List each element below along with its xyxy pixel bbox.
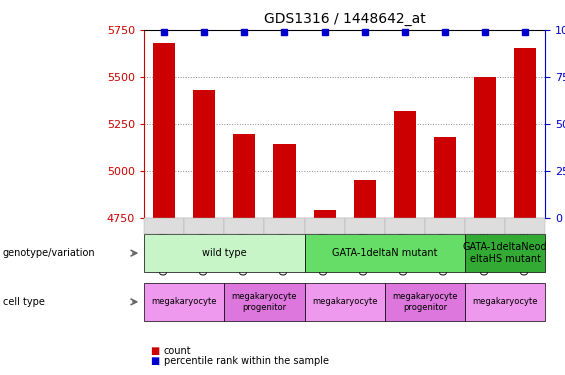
Text: megakaryocyte: megakaryocyte: [312, 297, 377, 306]
Text: ■: ■: [150, 356, 159, 366]
Text: count: count: [164, 346, 192, 355]
Bar: [394, 111, 416, 218]
Text: GATA-1deltaN mutant: GATA-1deltaN mutant: [332, 248, 437, 258]
Bar: [434, 137, 456, 218]
Bar: [153, 43, 175, 218]
Text: megakaryocyte: megakaryocyte: [472, 297, 538, 306]
Bar: [514, 48, 536, 217]
Bar: [474, 77, 496, 218]
Text: percentile rank within the sample: percentile rank within the sample: [164, 356, 329, 366]
Text: megakaryocyte: megakaryocyte: [151, 297, 217, 306]
Bar: [273, 144, 295, 218]
Title: GDS1316 / 1448642_at: GDS1316 / 1448642_at: [264, 12, 425, 26]
Bar: [354, 180, 376, 218]
Text: wild type: wild type: [202, 248, 246, 258]
Text: cell type: cell type: [3, 297, 45, 307]
Text: ■: ■: [150, 346, 159, 355]
Text: GATA-1deltaNeod
eltaHS mutant: GATA-1deltaNeod eltaHS mutant: [463, 242, 547, 264]
Bar: [314, 210, 336, 218]
Bar: [233, 134, 255, 218]
Bar: [193, 90, 215, 218]
Text: megakaryocyte
progenitor: megakaryocyte progenitor: [392, 292, 458, 312]
Text: genotype/variation: genotype/variation: [3, 248, 95, 258]
Text: megakaryocyte
progenitor: megakaryocyte progenitor: [232, 292, 297, 312]
